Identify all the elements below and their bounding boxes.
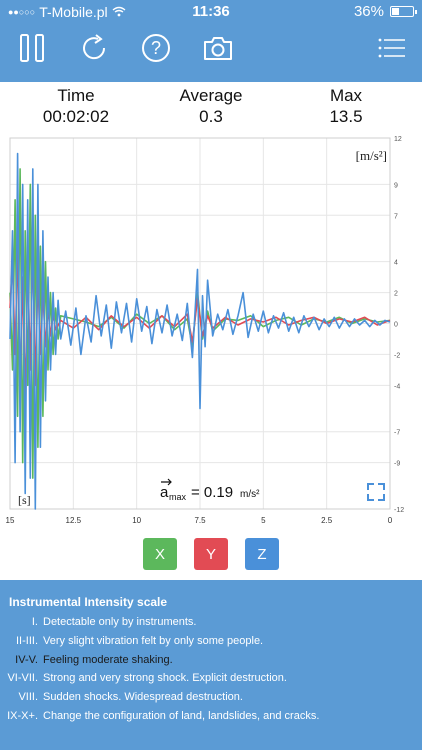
toolbar: ?: [0, 26, 422, 68]
stat-max-label: Max: [329, 86, 363, 105]
y-tick-label: -7: [394, 430, 400, 437]
scale-desc: Sudden shocks. Widespread destruction.: [43, 691, 243, 703]
y-tick-label: 2: [394, 291, 398, 298]
stat-max: Max 13.5: [291, 86, 401, 127]
camera-button[interactable]: [198, 30, 238, 66]
expand-icon[interactable]: [367, 483, 385, 501]
axis-x-button[interactable]: X: [143, 538, 177, 570]
stat-time-label: Time: [57, 86, 95, 105]
battery-percent: 36%: [353, 3, 384, 20]
x-tick-label: 7.5: [194, 516, 206, 525]
x-tick-label: 15: [6, 516, 15, 525]
scale-roman: II-III.: [16, 635, 38, 647]
y-tick-label: -4: [394, 383, 400, 390]
menu-icon: [378, 38, 405, 58]
pause-button[interactable]: [12, 30, 52, 66]
battery-icon: [390, 6, 417, 17]
intensity-scale-panel: Instrumental Intensity scale I. Detectabl…: [0, 580, 422, 750]
amax-symbol: a: [160, 484, 169, 501]
stat-time-value: 00:02:02: [42, 107, 110, 126]
acceleration-chart: 12 9 7 4 2 0 -2 -4 -7 -9 -12 15 12.5 10 7.5 5 2.5 0 [m/s²]…: [6, 136, 405, 525]
scale-row-1: I. Detectable only by instruments.: [0, 616, 422, 628]
scale-roman: IX-X+.: [7, 710, 38, 722]
scale-row-2: II-III. Very slight vibration felt by onl…: [0, 635, 422, 647]
series-line-z: [9, 152, 391, 510]
axis-y-button[interactable]: Y: [194, 538, 228, 570]
scale-row-4: VI-VII. Strong and very strong shock. Exp…: [0, 672, 422, 684]
expand-icon-path: [367, 483, 385, 501]
scale-title: Instrumental Intensity scale: [9, 595, 168, 609]
stat-max-value: 13.5: [329, 107, 363, 126]
x-tick-label: 2.5: [321, 516, 333, 525]
y-tick-label: 4: [394, 260, 398, 267]
stats-row: Time 00:02:02 Average 0.3 Max 13.5: [0, 86, 422, 132]
pause-icon: [20, 34, 44, 62]
stat-average-label: Average: [179, 86, 243, 105]
battery-group: 36%: [353, 3, 417, 20]
y-tick-label: -9: [394, 461, 400, 468]
scale-desc: Strong and very strong shock. Explicit d…: [43, 672, 287, 684]
refresh-button[interactable]: [74, 30, 114, 66]
status-time: 11:36: [192, 3, 230, 20]
battery-fill: [392, 8, 399, 15]
series-line-x: [9, 168, 391, 479]
carrier-name: T-Mobile.pl: [39, 4, 108, 20]
status-bar: ●●○○○ T-Mobile.pl 11:36 36%: [0, 0, 422, 24]
scale-row-5: VIII. Sudden shocks. Widespread destructi…: [0, 691, 422, 703]
help-icon: ?: [142, 34, 170, 62]
axis-z-button[interactable]: Z: [245, 538, 279, 570]
camera-icon: [204, 37, 232, 60]
x-tick-label: 5: [261, 516, 266, 525]
stat-average: Average 0.3: [156, 86, 266, 127]
stat-average-value: 0.3: [199, 107, 223, 126]
menu-button[interactable]: [372, 30, 412, 66]
svg-text:?: ?: [151, 38, 161, 58]
amax-readout: a max = 0.19 m/s²: [160, 478, 260, 502]
stat-time: Time 00:02:02: [21, 86, 131, 127]
scale-desc: Change the configuration of land, landsl…: [43, 710, 320, 722]
x-tick-label: 10: [132, 516, 141, 525]
y-unit-label: [m/s²]: [356, 148, 387, 163]
y-tick-label: -2: [394, 352, 400, 359]
scale-roman: I.: [31, 616, 38, 628]
scale-row-6: IX-X+. Change the configuration of land, …: [0, 710, 422, 722]
help-button[interactable]: ?: [136, 30, 176, 66]
y-tick-label: 7: [394, 213, 398, 220]
amax-unit: m/s²: [240, 489, 260, 500]
scale-desc: Feeling moderate shaking.: [43, 654, 173, 666]
scale-desc: Very slight vibration felt by only some …: [43, 635, 264, 647]
refresh-icon: [83, 34, 106, 60]
scale-roman: VIII.: [18, 691, 38, 703]
y-tick-label: 0: [394, 322, 398, 329]
series-line-y: [9, 245, 391, 402]
vector-arrow-icon: [161, 478, 172, 486]
scale-roman: VI-VII.: [7, 672, 38, 684]
x-tick-label: 12.5: [66, 516, 82, 525]
scale-roman: IV-V.: [15, 654, 38, 666]
x-tick-label: 0: [388, 516, 393, 525]
signal-icon: ●●○○○: [8, 7, 36, 17]
y-tick-label: 12: [394, 136, 402, 143]
amax-subscript: max: [169, 492, 187, 502]
scale-row-3: IV-V. Feeling moderate shaking.: [0, 654, 422, 666]
wifi-icon: [112, 4, 126, 20]
x-unit-label: [s]: [18, 493, 31, 507]
carrier-group: ●●○○○ T-Mobile.pl: [8, 4, 126, 20]
amax-value: = 0.19: [191, 484, 233, 501]
y-tick-label: -12: [394, 507, 404, 514]
scale-desc: Detectable only by instruments.: [43, 616, 197, 628]
top-bar: ●●○○○ T-Mobile.pl 11:36 36% ?: [0, 0, 422, 82]
y-tick-label: 9: [394, 182, 398, 189]
